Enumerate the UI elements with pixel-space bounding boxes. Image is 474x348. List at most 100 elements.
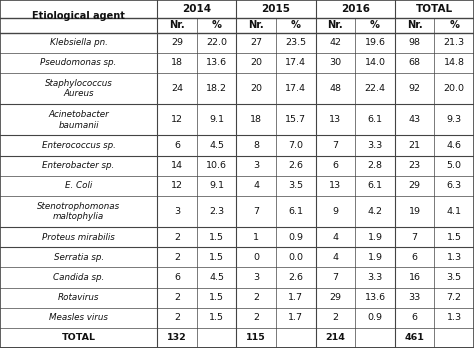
Text: 4.5: 4.5 bbox=[209, 141, 224, 150]
Text: 7: 7 bbox=[332, 141, 338, 150]
Text: Klebsiella pn.: Klebsiella pn. bbox=[50, 38, 108, 47]
Text: 7.0: 7.0 bbox=[288, 141, 303, 150]
Text: 3.5: 3.5 bbox=[288, 181, 303, 190]
Text: 22.4: 22.4 bbox=[365, 84, 385, 93]
Text: 4.6: 4.6 bbox=[447, 141, 462, 150]
Text: 15.7: 15.7 bbox=[285, 115, 306, 124]
Text: 9.1: 9.1 bbox=[209, 115, 224, 124]
Text: 20: 20 bbox=[250, 84, 262, 93]
Text: 13: 13 bbox=[329, 115, 341, 124]
Text: 7: 7 bbox=[411, 233, 418, 242]
Text: 1.5: 1.5 bbox=[209, 253, 224, 262]
Text: Pseudomonas sp.: Pseudomonas sp. bbox=[40, 58, 117, 68]
Text: 2.3: 2.3 bbox=[209, 207, 224, 216]
Text: Candida sp.: Candida sp. bbox=[53, 273, 104, 282]
Text: 132: 132 bbox=[167, 333, 187, 342]
Text: Etiological agent: Etiological agent bbox=[32, 11, 125, 21]
Text: 2: 2 bbox=[253, 313, 259, 322]
Text: 1.5: 1.5 bbox=[209, 233, 224, 242]
Text: 6.1: 6.1 bbox=[367, 115, 383, 124]
Text: Acinetobacter
baumanii: Acinetobacter baumanii bbox=[48, 110, 109, 129]
Text: %: % bbox=[291, 21, 301, 30]
Text: 5.0: 5.0 bbox=[447, 161, 462, 170]
Text: 0.0: 0.0 bbox=[288, 253, 303, 262]
Text: 18: 18 bbox=[171, 58, 183, 68]
Text: 7: 7 bbox=[253, 207, 259, 216]
Text: 2: 2 bbox=[174, 293, 180, 302]
Text: 0.9: 0.9 bbox=[367, 313, 383, 322]
Text: Serratia sp.: Serratia sp. bbox=[54, 253, 104, 262]
Text: Staphylococcus
Aureus: Staphylococcus Aureus bbox=[45, 79, 112, 98]
Text: 9.1: 9.1 bbox=[209, 181, 224, 190]
Text: 3: 3 bbox=[253, 161, 259, 170]
Text: 4.5: 4.5 bbox=[209, 273, 224, 282]
Text: 24: 24 bbox=[171, 84, 183, 93]
Text: 2014: 2014 bbox=[182, 4, 211, 14]
Text: Nr.: Nr. bbox=[169, 21, 185, 30]
Text: 8: 8 bbox=[253, 141, 259, 150]
Text: 7.2: 7.2 bbox=[447, 293, 462, 302]
Text: 17.4: 17.4 bbox=[285, 58, 306, 68]
Text: 30: 30 bbox=[329, 58, 341, 68]
Text: 19.6: 19.6 bbox=[365, 38, 385, 47]
Text: 1.3: 1.3 bbox=[447, 313, 462, 322]
Text: 2015: 2015 bbox=[262, 4, 291, 14]
Text: Stenotrophomonas
maltophylia: Stenotrophomonas maltophylia bbox=[37, 202, 120, 221]
Text: Nr.: Nr. bbox=[407, 21, 422, 30]
Text: 23.5: 23.5 bbox=[285, 38, 306, 47]
Text: 98: 98 bbox=[409, 38, 420, 47]
Text: 214: 214 bbox=[326, 333, 346, 342]
Text: 18: 18 bbox=[250, 115, 262, 124]
Text: 12: 12 bbox=[171, 181, 183, 190]
Text: 6: 6 bbox=[411, 313, 418, 322]
Text: 1.9: 1.9 bbox=[367, 233, 383, 242]
Text: 14.8: 14.8 bbox=[444, 58, 465, 68]
Text: 92: 92 bbox=[409, 84, 420, 93]
Text: 6.1: 6.1 bbox=[367, 181, 383, 190]
Text: 13: 13 bbox=[329, 181, 341, 190]
Text: 14.0: 14.0 bbox=[365, 58, 385, 68]
Text: 4: 4 bbox=[332, 233, 338, 242]
Text: 4: 4 bbox=[253, 181, 259, 190]
Text: 1.5: 1.5 bbox=[447, 233, 462, 242]
Text: 23: 23 bbox=[409, 161, 420, 170]
Text: 1.5: 1.5 bbox=[209, 313, 224, 322]
Text: 4.2: 4.2 bbox=[367, 207, 383, 216]
Text: 13.6: 13.6 bbox=[206, 58, 227, 68]
Text: 1.9: 1.9 bbox=[367, 253, 383, 262]
Text: E. Coli: E. Coli bbox=[65, 181, 92, 190]
Text: 18.2: 18.2 bbox=[206, 84, 227, 93]
Text: Proteus mirabilis: Proteus mirabilis bbox=[42, 233, 115, 242]
Text: %: % bbox=[211, 21, 222, 30]
Text: 2: 2 bbox=[332, 313, 338, 322]
Text: 3.3: 3.3 bbox=[367, 141, 383, 150]
Text: 17.4: 17.4 bbox=[285, 84, 306, 93]
Text: 0.9: 0.9 bbox=[288, 233, 303, 242]
Text: TOTAL: TOTAL bbox=[62, 333, 96, 342]
Text: Rotavirus: Rotavirus bbox=[58, 293, 99, 302]
Text: 12: 12 bbox=[171, 115, 183, 124]
Text: 16: 16 bbox=[409, 273, 420, 282]
Text: 3.3: 3.3 bbox=[367, 273, 383, 282]
Text: Enterococcus sp.: Enterococcus sp. bbox=[42, 141, 116, 150]
Text: 6.1: 6.1 bbox=[288, 207, 303, 216]
Text: 6: 6 bbox=[174, 141, 180, 150]
Text: TOTAL: TOTAL bbox=[416, 4, 453, 14]
Text: 2: 2 bbox=[174, 233, 180, 242]
Text: 6.3: 6.3 bbox=[447, 181, 462, 190]
Text: 2.6: 2.6 bbox=[288, 161, 303, 170]
Text: Nr.: Nr. bbox=[328, 21, 343, 30]
Text: %: % bbox=[449, 21, 459, 30]
Text: 21: 21 bbox=[409, 141, 420, 150]
Text: 3.5: 3.5 bbox=[447, 273, 462, 282]
Text: 42: 42 bbox=[329, 38, 341, 47]
Text: 27: 27 bbox=[250, 38, 262, 47]
Text: 115: 115 bbox=[246, 333, 266, 342]
Text: 29: 29 bbox=[171, 38, 183, 47]
Text: 6: 6 bbox=[332, 161, 338, 170]
Text: 4: 4 bbox=[332, 253, 338, 262]
Text: 20: 20 bbox=[250, 58, 262, 68]
Text: 9: 9 bbox=[332, 207, 338, 216]
Text: Nr.: Nr. bbox=[248, 21, 264, 30]
Text: %: % bbox=[370, 21, 380, 30]
